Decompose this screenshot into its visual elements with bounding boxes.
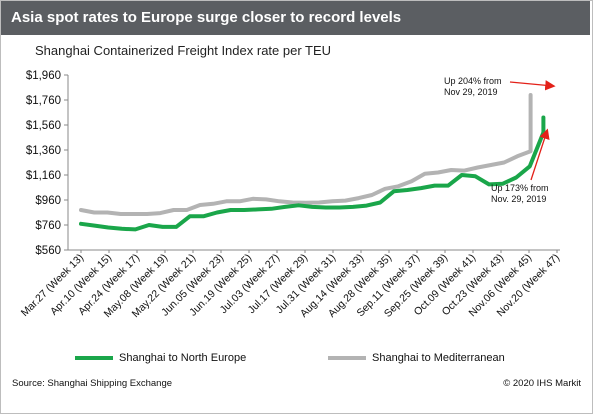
annotation-north-europe: Up 173% from Nov. 29, 2019: [491, 183, 549, 205]
title-bar: Asia spot rates to Europe surge closer t…: [1, 1, 590, 35]
y-tick-label: $760: [35, 220, 61, 232]
y-tick-label: $1,160: [26, 170, 61, 182]
source-note: Source: Shanghai Shipping Exchange: [12, 378, 173, 389]
legend-mediterranean-swatch: [328, 356, 366, 361]
annotation-north-europe-line-2: Nov. 29, 2019: [491, 194, 547, 204]
series-mediterranean-line: [79, 93, 533, 216]
y-tick-label: $1,560: [26, 120, 61, 132]
y-tick-label: $960: [35, 195, 61, 207]
copyright-note: © 2020 IHS Markit: [503, 378, 581, 389]
legend-north-europe-swatch: [75, 356, 113, 361]
legend-north-europe-label: Shanghai to North Europe: [119, 352, 247, 364]
y-tick-label: $1,760: [26, 95, 61, 107]
series-north-europe-line: [79, 115, 546, 232]
y-tick-label: $1,960: [26, 70, 61, 82]
y-tick-label: $560: [35, 245, 61, 257]
annotation-mediterranean-line-2: Nov 29, 2019: [444, 87, 498, 97]
chart-subtitle: Shanghai Containerized Freight Index rat…: [35, 43, 332, 58]
annotation-north-europe-line-1: Up 173% from: [491, 183, 549, 193]
annotation-mediterranean: Up 204% from Nov 29, 2019: [444, 76, 502, 98]
annotation-mediterranean-line-1: Up 204% from: [444, 76, 502, 86]
legend-mediterranean-label: Shanghai to Mediterranean: [372, 352, 505, 364]
legend-north-europe: Shanghai to North Europe: [75, 352, 246, 364]
legend-mediterranean: Shanghai to Mediterranean: [328, 352, 505, 364]
annotation-north-europe-arrow: [530, 128, 550, 181]
y-tick-label: $1,360: [26, 145, 61, 157]
annotation-mediterranean-arrow: [509, 80, 556, 91]
chart-title: Asia spot rates to Europe surge closer t…: [11, 9, 402, 26]
